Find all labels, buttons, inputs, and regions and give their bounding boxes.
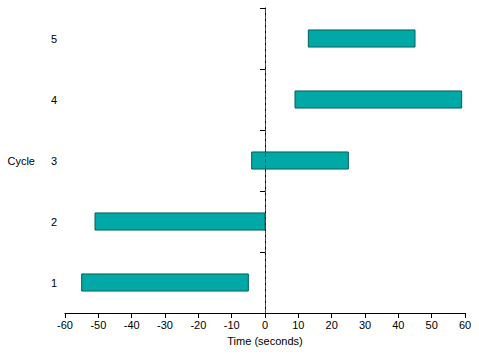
svg-text:60: 60 [459,319,471,331]
svg-text:-30: -30 [157,319,173,331]
svg-text:-50: -50 [90,319,106,331]
svg-text:40: 40 [392,319,404,331]
svg-text:-40: -40 [124,319,140,331]
svg-text:Time (seconds): Time (seconds) [227,335,302,347]
svg-text:-10: -10 [224,319,240,331]
svg-text:-60: -60 [57,319,73,331]
svg-text:0: 0 [262,319,268,331]
svg-text:Cycle: Cycle [7,155,35,167]
svg-text:5: 5 [51,33,57,45]
svg-text:1: 1 [51,277,57,289]
svg-text:-20: -20 [190,319,206,331]
svg-text:10: 10 [292,319,304,331]
svg-text:30: 30 [359,319,371,331]
svg-text:2: 2 [51,216,57,228]
svg-text:20: 20 [326,319,338,331]
svg-text:50: 50 [426,319,438,331]
svg-text:4: 4 [51,94,57,106]
svg-text:3: 3 [51,155,57,167]
